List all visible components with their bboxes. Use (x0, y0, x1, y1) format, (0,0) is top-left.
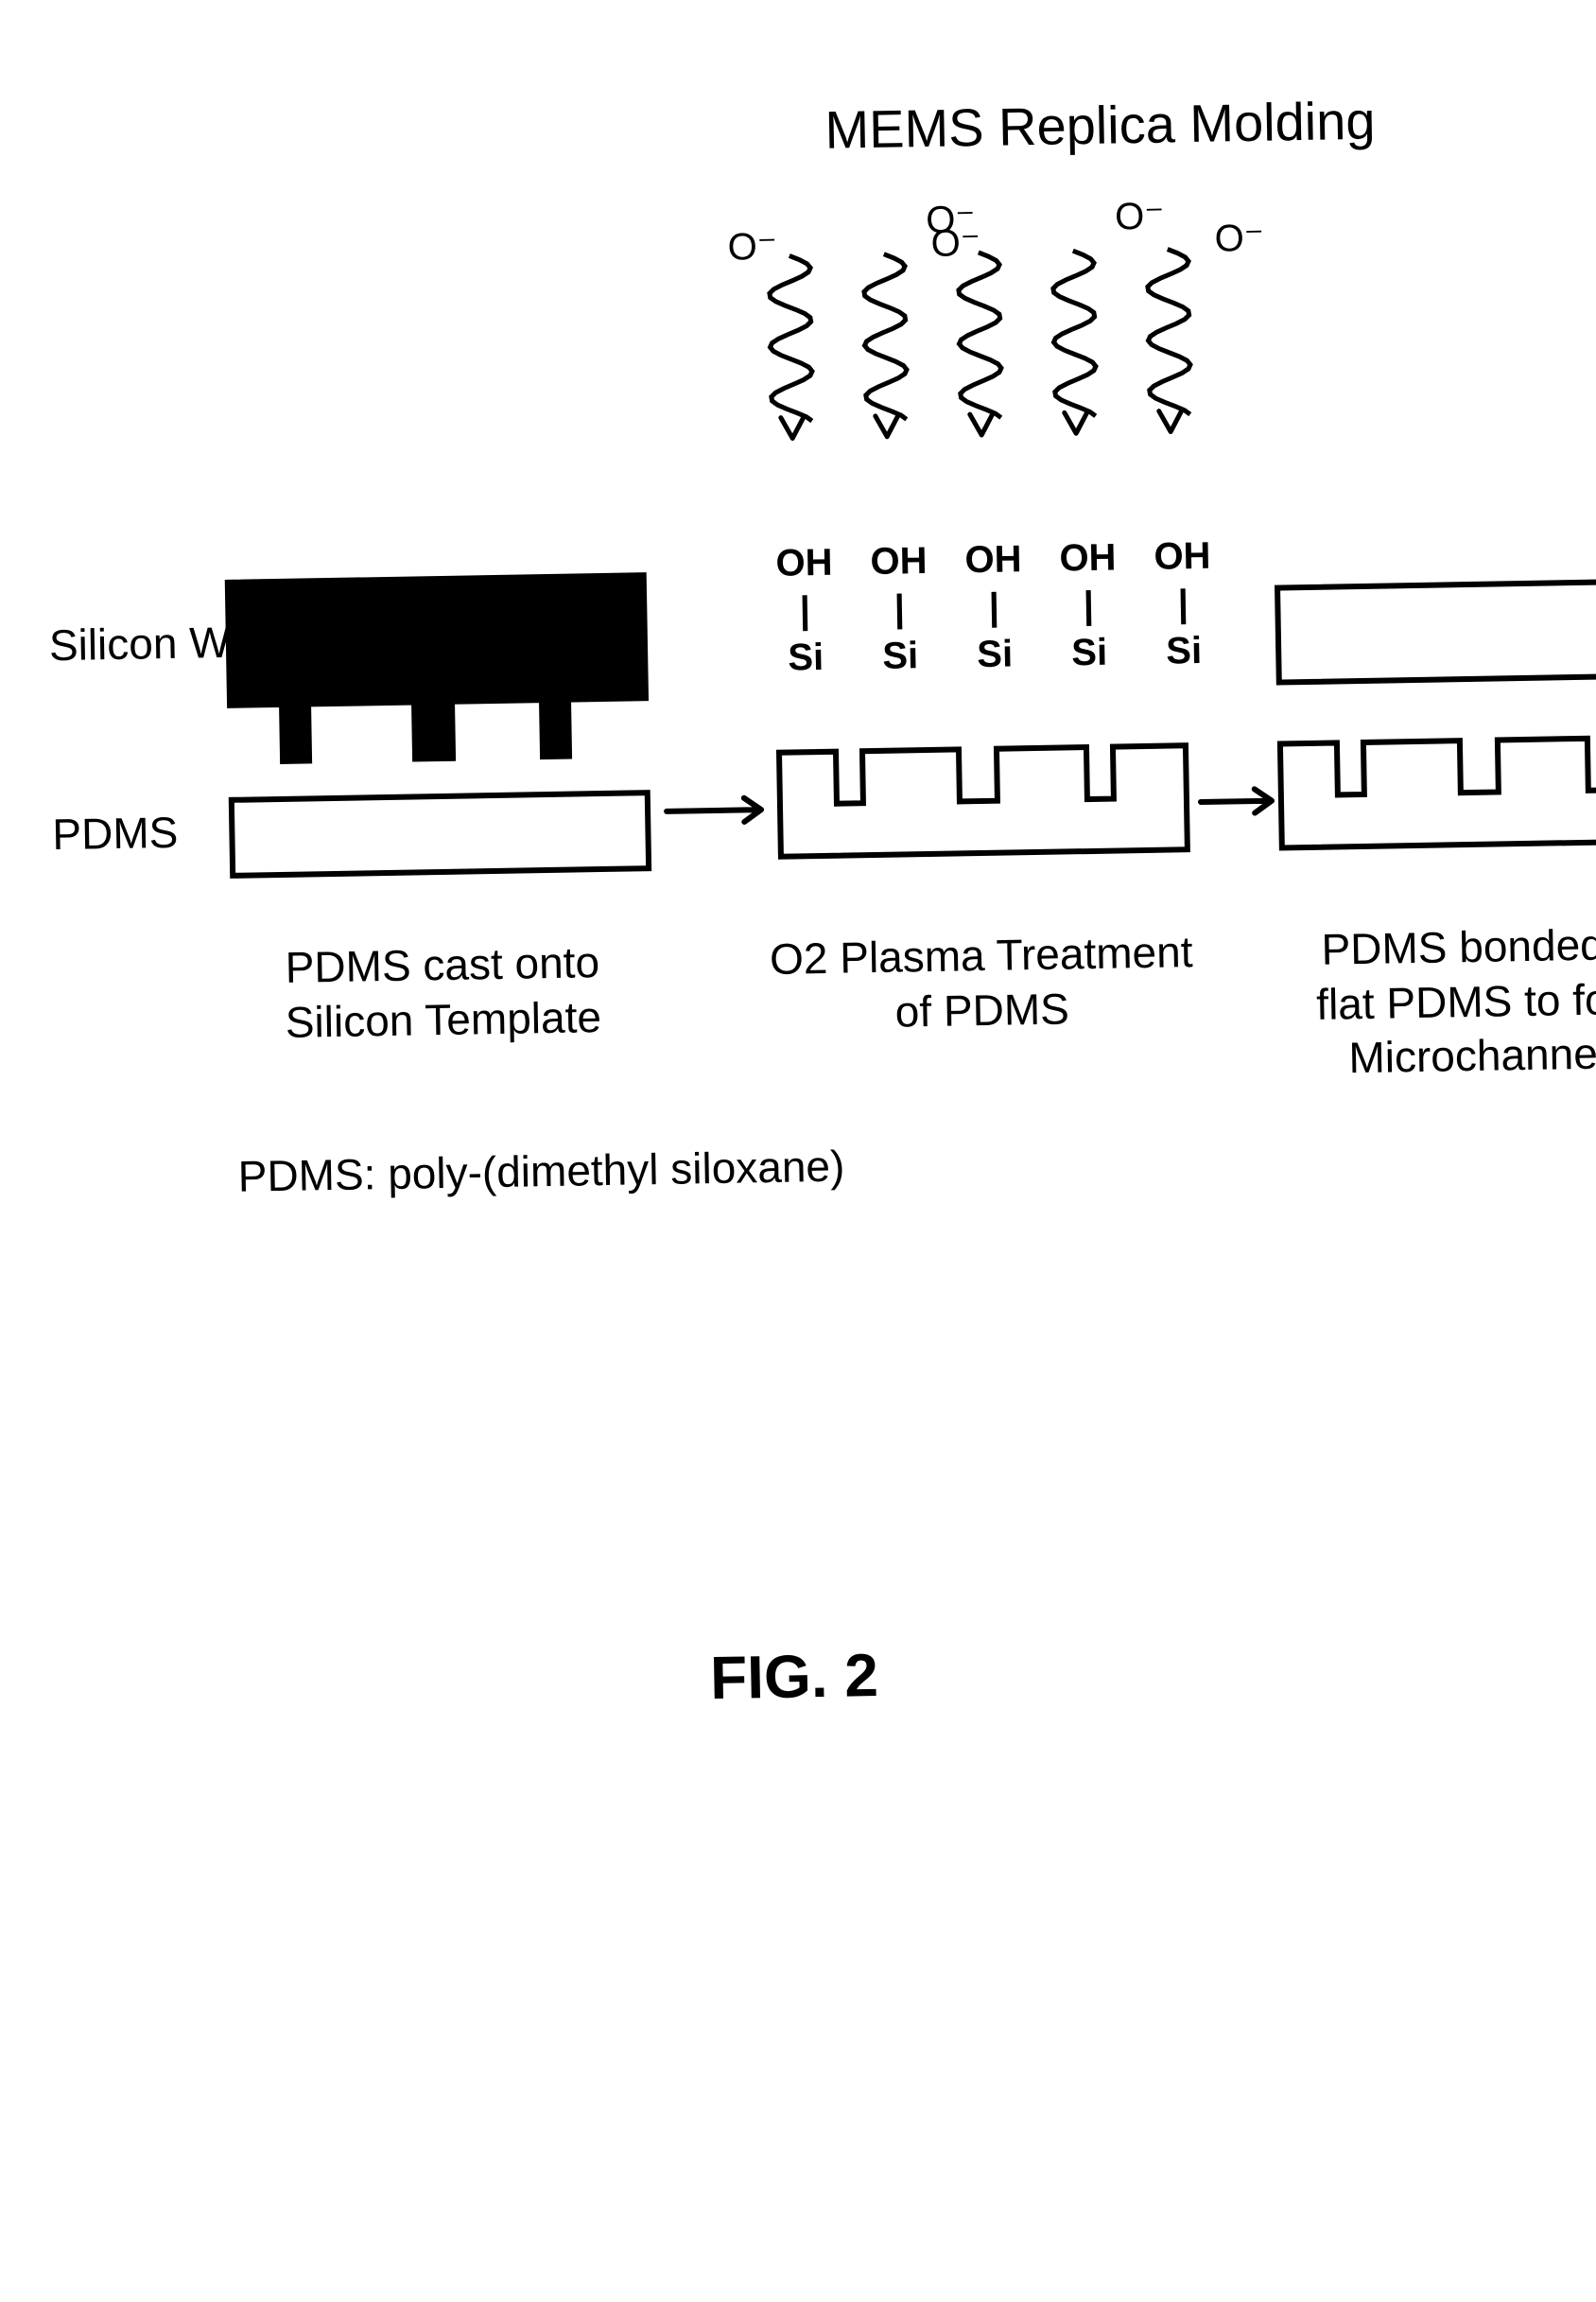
surface-bond: | (1154, 580, 1212, 628)
plasma-wave (863, 253, 908, 420)
process-arrow (667, 797, 761, 823)
plasma-wave (1147, 249, 1191, 415)
plasma-arrowhead (1159, 410, 1182, 431)
plasma-arrowhead (876, 415, 898, 436)
plasma-wave (769, 255, 813, 422)
ion-label: O⁻ (1115, 193, 1165, 241)
surface-bond: | (1060, 581, 1118, 629)
plasma-wave (1052, 251, 1097, 417)
surface-bond: | (871, 584, 928, 633)
label-silicon-wafer: Silicon Wafer (48, 614, 333, 673)
surface-si: Si (966, 630, 1024, 678)
surface-bond: | (965, 583, 1023, 631)
surface-oh: OH (775, 539, 833, 587)
molded-pdms-middle (779, 745, 1188, 856)
label-step3: PDMS bonded toflat PDMS to formMicrochan… (1283, 916, 1596, 1087)
surface-si: Si (1061, 628, 1119, 676)
surface-si: Si (777, 634, 835, 682)
figure-caption: FIG. 2 (709, 1640, 878, 1713)
plasma-arrowhead (970, 414, 993, 435)
label-step1: PDMS cast ontoSilicon Template (234, 934, 651, 1051)
label-pdms-definition: PDMS: poly-(dimethyl siloxane) (237, 1140, 845, 1205)
surface-si: Si (872, 632, 929, 680)
surface-oh: OH (1059, 533, 1117, 582)
plasma-arrowhead (781, 417, 804, 438)
surface-oh: OH (964, 535, 1022, 584)
process-arrow (1201, 789, 1272, 814)
ion-label: O⁻ (930, 219, 980, 268)
molded-pdms-right (1280, 737, 1596, 847)
surface-oh: OH (1154, 532, 1211, 581)
surface-bond: | (776, 586, 834, 635)
label-step2: O2 Plasma Treatmentof PDMS (735, 925, 1228, 1042)
surface-si: Si (1155, 627, 1213, 675)
label-pdms: PDMS (52, 806, 179, 863)
surface-oh: OH (870, 537, 928, 585)
plasma-arrowhead (1065, 412, 1087, 433)
plasma-wave (958, 253, 1002, 419)
ion-label: O⁻ (1214, 215, 1264, 263)
diagram-title: MEMS Replica Molding (824, 90, 1376, 161)
ion-label: O⁻ (727, 223, 777, 271)
